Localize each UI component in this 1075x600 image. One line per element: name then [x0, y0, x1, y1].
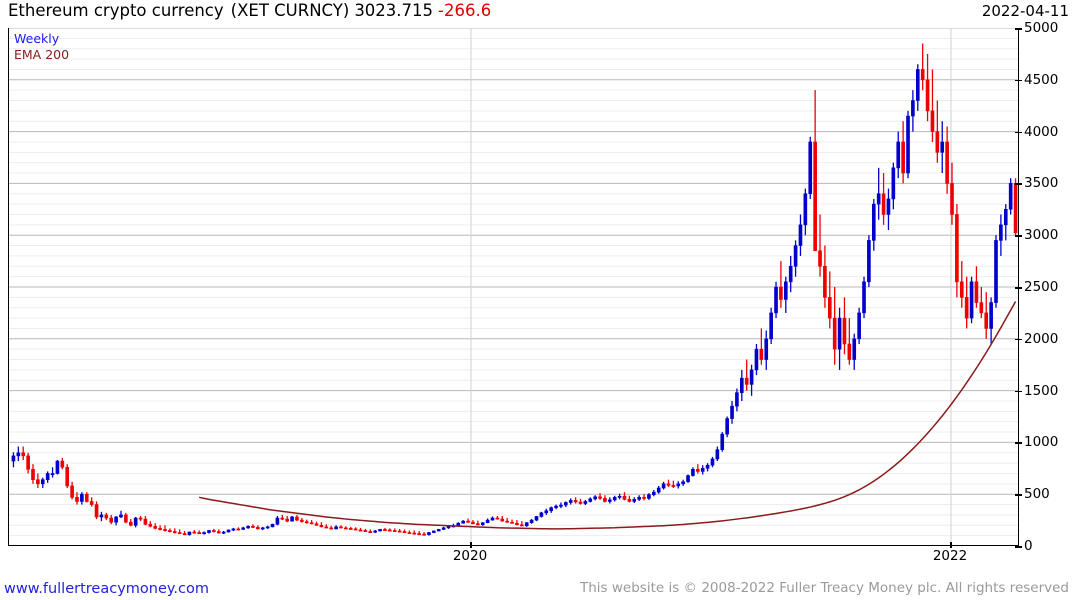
y-axis-tick: 500 — [1024, 486, 1050, 503]
page-title: Ethereum crypto currency (XET CURNCY) 3023… — [8, 1, 491, 20]
x-axis-tick-mark — [470, 542, 472, 548]
y-axis-tick-mark — [1015, 442, 1022, 444]
y-axis-tick-mark — [1015, 183, 1022, 185]
y-axis-tick-mark — [1015, 494, 1022, 496]
y-axis-tick: 1000 — [1024, 434, 1059, 451]
y-axis-tick: 1500 — [1024, 382, 1059, 399]
y-axis-tick-mark — [1015, 390, 1022, 393]
candlestick-chart — [9, 28, 1018, 545]
copyright-notice: This website is © 2008-2022 Fuller Treac… — [580, 580, 1069, 596]
y-axis-tick: 2500 — [1024, 279, 1059, 295]
site-url[interactable]: www.fullertreacymoney.com — [4, 581, 209, 597]
legend-periodicity: Weekly — [14, 31, 60, 46]
as-of-date: 2022-04-11 — [981, 2, 1069, 20]
security-name: Ethereum crypto currency — [8, 1, 224, 20]
chart-plot-area[interactable] — [8, 28, 1019, 546]
y-axis-tick: 5000 — [1024, 20, 1059, 36]
y-axis-tick: 3500 — [1024, 175, 1059, 192]
chart-header: Ethereum crypto currency (XET CURNCY) 3023… — [0, 0, 1075, 26]
x-axis-tick-mark — [950, 542, 952, 548]
y-axis-tick: 4000 — [1024, 123, 1059, 140]
x-axis-tick: 2022 — [932, 548, 968, 564]
y-axis-tick: 3000 — [1024, 227, 1059, 244]
y-axis-tick-mark — [1015, 338, 1022, 341]
x-axis: 2020 2022 — [0, 542, 1075, 570]
y-axis-tick-mark — [1015, 235, 1022, 237]
y-axis-tick-mark — [1015, 131, 1022, 134]
y-axis-tick-mark — [1015, 28, 1022, 30]
y-axis-tick: 4500 — [1024, 71, 1059, 88]
price-change: -266.6 — [438, 1, 492, 20]
legend-ema-200: EMA 200 — [14, 47, 70, 62]
chart-legend: Weekly EMA 200 — [14, 31, 69, 63]
y-axis-tick: 2000 — [1024, 330, 1059, 347]
y-axis-tick-mark — [1015, 287, 1022, 289]
y-axis-tick-mark — [1015, 546, 1022, 548]
last-price: 3023.715 — [354, 1, 434, 20]
security-ticker: (XET CURNCY) — [230, 1, 350, 20]
x-axis-tick: 2020 — [452, 548, 488, 564]
y-axis-tick: 0 — [1024, 538, 1033, 554]
y-axis-tick-mark — [1015, 79, 1022, 82]
y-axis: 0 500 1000 1500 2000 2500 3000 3500 4000 4500 5000 — [1015, 20, 1075, 554]
